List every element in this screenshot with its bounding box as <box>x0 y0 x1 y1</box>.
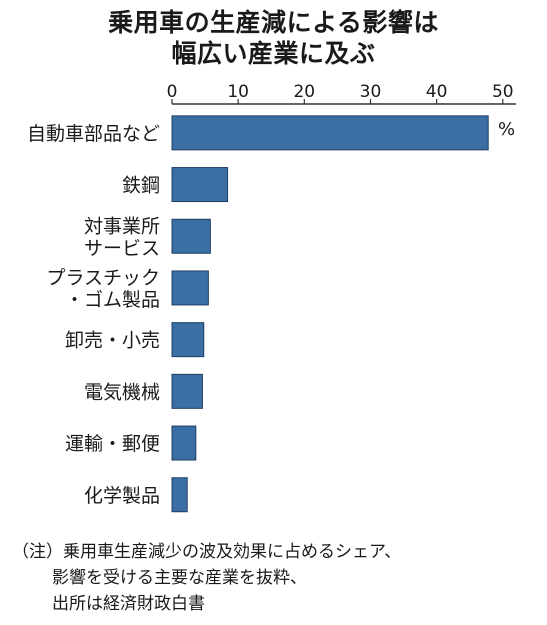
category-label-6: 運輸・郵便 <box>65 433 160 455</box>
bar-2 <box>171 218 211 254</box>
x-tick-label-50: 50 <box>492 82 514 102</box>
x-tick-label-30: 30 <box>360 82 382 102</box>
x-tick-label-40: 40 <box>426 82 448 102</box>
category-label-7: 化学製品 <box>84 485 160 507</box>
bar-0 <box>171 115 489 151</box>
category-label-3-line-1: ・ゴム製品 <box>65 289 160 311</box>
category-label-1: 鉄鋼 <box>122 175 160 197</box>
unit-label: % <box>498 119 515 140</box>
x-tick-label-10: 10 <box>227 82 249 102</box>
bar-6 <box>171 425 197 461</box>
category-label-2-line-0: 対事業所 <box>84 215 160 237</box>
chart-title-line-1: 乗用車の生産減による影響は <box>108 8 439 37</box>
footnote-line-2: 影響を受ける主要な産業を抜粋、 <box>52 568 307 588</box>
x-tick-label-20: 20 <box>293 82 315 102</box>
bar-3 <box>171 270 209 306</box>
category-label-2-line-1: サービス <box>84 237 160 259</box>
footnote-line-1: （注）乗用車生産減少の波及効果に占めるシェア、 <box>12 542 402 562</box>
bar-chart: 0 10 20 30 40 50 自動車部品など鉄鋼対事業所サービスプラスチック・ゴム製品卸… <box>27 82 516 513</box>
x-tick-label-0: 0 <box>167 82 178 102</box>
bar-1 <box>171 167 229 203</box>
bar-5 <box>171 373 203 409</box>
category-label-4: 卸売・小売 <box>65 330 160 352</box>
footnote-line-3: 出所は経済財政白書 <box>52 594 205 614</box>
category-label-0: 自動車部品など <box>27 123 160 145</box>
bar-4 <box>171 322 205 358</box>
category-label-3-line-0: プラスチック <box>46 267 160 289</box>
bar-7 <box>171 477 188 513</box>
category-label-5: 電気機械 <box>84 381 160 403</box>
chart-title-line-2: 幅広い産業に及ぶ <box>171 39 376 68</box>
